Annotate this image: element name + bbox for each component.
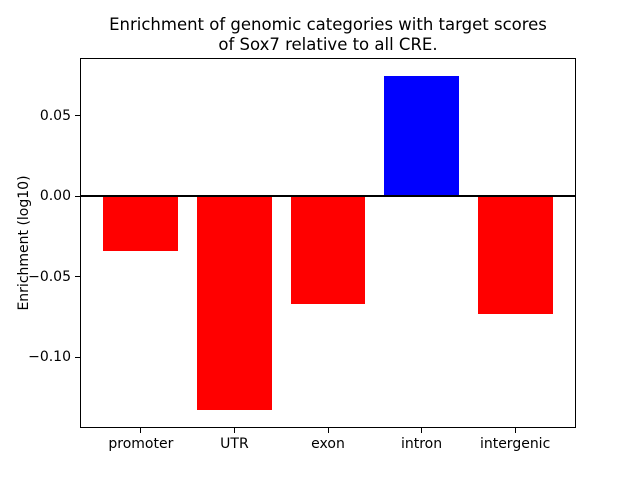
xtick-mark <box>233 428 235 433</box>
ytick-mark <box>75 195 80 197</box>
xtick-label-exon: exon <box>311 436 345 452</box>
zero-line <box>81 195 575 198</box>
plot-area <box>75 58 576 433</box>
xtick-label-intron: intron <box>400 436 443 452</box>
bar-exon <box>290 196 366 305</box>
xtick-label-promoter: promoter <box>108 436 174 452</box>
ytick-label: −0.10 <box>28 349 71 366</box>
ytick-mark <box>75 115 80 117</box>
bar-intergenic <box>477 196 553 314</box>
bar-UTR <box>197 196 272 411</box>
ytick-label: −0.05 <box>28 268 71 285</box>
xtick-mark <box>327 428 329 433</box>
bar-promoter <box>103 196 179 252</box>
chart-title: Enrichment of genomic categories with ta… <box>109 15 547 54</box>
xtick-mark <box>140 428 142 433</box>
ytick-mark <box>75 356 80 358</box>
xtick-label-UTR: UTR <box>220 436 249 452</box>
xtick-label-intergenic: intergenic <box>479 436 551 452</box>
ytick-label: 0.05 <box>39 107 71 124</box>
bar-intron <box>384 75 459 197</box>
ytick-mark <box>75 276 80 278</box>
ytick-label: 0.00 <box>39 188 71 205</box>
xtick-mark <box>421 428 423 433</box>
xtick-mark <box>514 428 516 433</box>
